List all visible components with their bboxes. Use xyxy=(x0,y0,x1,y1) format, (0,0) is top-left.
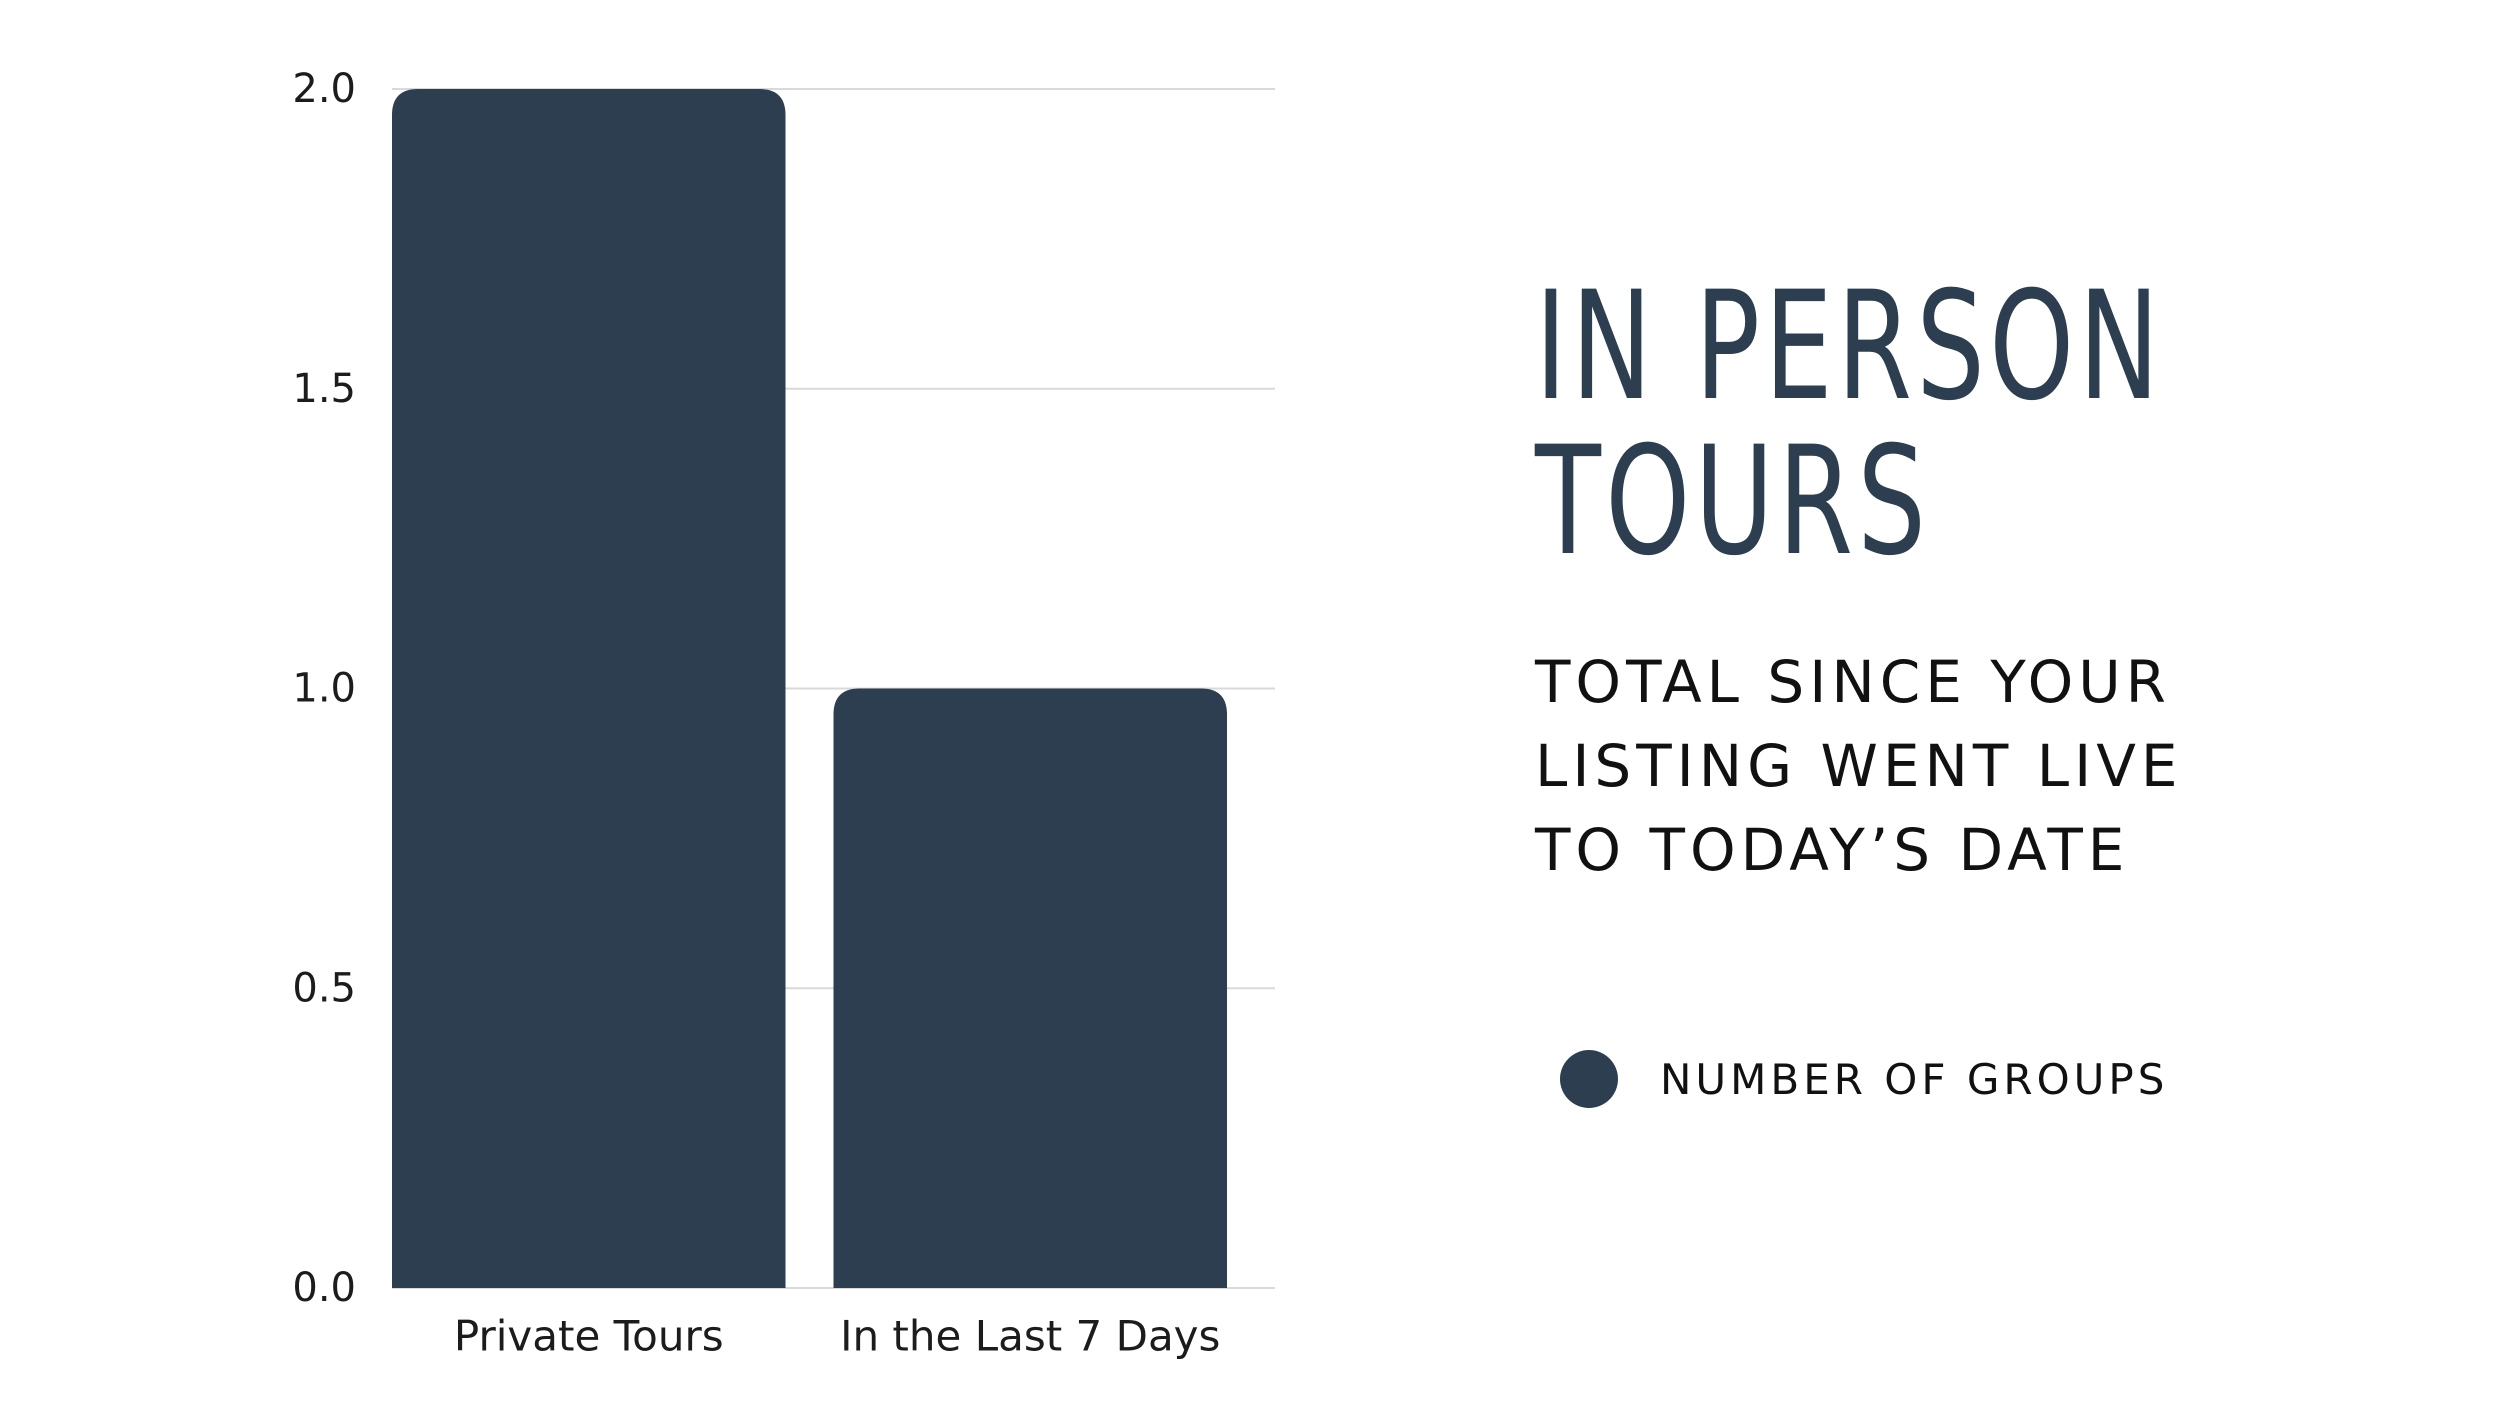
y-tick-label: 2.0 xyxy=(292,66,356,112)
chart-subtitle: TOTAL SINCE YOUR LISTING WENT LIVE TO TO… xyxy=(1535,640,2355,892)
legend: NUMBER OF GROUPS xyxy=(1560,1050,2168,1108)
legend-swatch xyxy=(1560,1050,1618,1108)
y-tick-label: 0.0 xyxy=(292,1265,356,1311)
bars xyxy=(392,89,1227,1288)
chart-title: IN PERSON TOURS xyxy=(1535,270,2183,580)
legend-label: NUMBER OF GROUPS xyxy=(1660,1054,2169,1104)
chart-title-line-1: IN PERSON xyxy=(1535,260,2164,434)
x-axis-labels: Private Tours In the Last 7 Days xyxy=(454,1312,1221,1361)
x-tick-label: In the Last 7 Days xyxy=(840,1312,1220,1361)
y-tick-label: 1.0 xyxy=(292,666,356,712)
chart-subtitle-line-1: TOTAL SINCE YOUR xyxy=(1535,648,2171,716)
chart-subtitle-line-2: LISTING WENT LIVE xyxy=(1535,732,2183,800)
y-tick-label: 0.5 xyxy=(292,965,356,1011)
chart-title-line-2: TOURS xyxy=(1535,415,1931,589)
bar-chart: 0.0 0.5 1.0 1.5 2.0 Private Tours In the Last… xyxy=(292,66,1275,1361)
bar-in-the-last-7-days xyxy=(833,688,1227,1288)
chart-subtitle-line-3: TO TODAY’S DATE xyxy=(1535,816,2130,884)
x-tick-label: Private Tours xyxy=(454,1312,724,1361)
y-tick-label: 1.5 xyxy=(292,366,356,412)
y-axis-ticks: 0.0 0.5 1.0 1.5 2.0 xyxy=(292,66,356,1311)
bar-private-tours xyxy=(392,89,786,1288)
